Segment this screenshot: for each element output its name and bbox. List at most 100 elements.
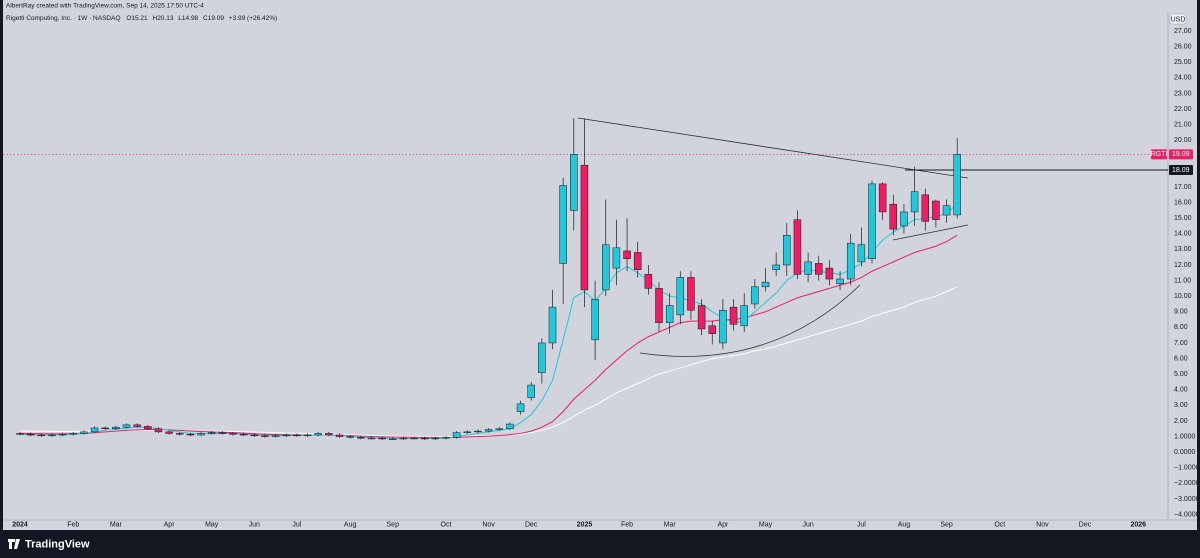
candle-body [719, 309, 727, 344]
y-tick-label: 20.00 [1174, 137, 1192, 144]
y-tick-label: −4.0000 [1174, 511, 1200, 518]
ohlc-low: 14.98 [182, 15, 199, 22]
x-tick-label: Mar [664, 521, 677, 528]
candle-body [271, 435, 280, 437]
x-tick-label: Apr [164, 521, 176, 528]
currency-box[interactable] [1169, 13, 1187, 25]
candle-body [846, 242, 855, 280]
candle-body [836, 278, 844, 284]
candle-body [900, 211, 908, 227]
price-label-symbol-box [1151, 149, 1167, 160]
rounding-arc [639, 284, 861, 357]
x-tick-label: Feb [67, 521, 79, 528]
y-tick-label: 1.0000 [1174, 433, 1196, 440]
candle-body [112, 426, 120, 430]
y-tick-label: 23.00 [1174, 90, 1192, 97]
candle-body [815, 263, 823, 275]
y-tick-label: 7.00 [1174, 340, 1188, 347]
ohlc-prefix: H [152, 15, 157, 22]
candle-body [751, 286, 759, 305]
y-tick-label: 2.00 [1174, 418, 1188, 425]
candle-body [261, 435, 269, 437]
y-tick-label: 21.00 [1174, 121, 1192, 128]
y-tick-label: 8.00 [1174, 324, 1188, 331]
currency[interactable]: USD [1171, 16, 1186, 23]
x-tick-label: Sep [940, 521, 953, 528]
ohlc-prefix: O [126, 15, 131, 22]
candle-body [474, 430, 482, 433]
candle-body [793, 219, 802, 275]
x-tick-label: Feb [621, 521, 633, 528]
candle-body [676, 277, 685, 316]
symbol-title: Rigetti Computing, Inc. · 1W · NASDAQ [6, 15, 121, 22]
y-tick-label: 15.00 [1174, 215, 1192, 222]
price-label: 19.09 [1172, 151, 1190, 158]
trendline-lower [892, 224, 969, 241]
candle-body [868, 183, 876, 259]
candle-body [633, 252, 642, 270]
candle-body [229, 433, 237, 435]
x-tick-label: Dec [1079, 521, 1092, 528]
chart-background [3, 0, 1197, 530]
trendline-upper [577, 117, 969, 179]
drawings [577, 117, 969, 357]
candle-body [878, 183, 887, 213]
y-tick-label: 22.00 [1174, 106, 1192, 113]
x-tick-label: 2026 [1130, 521, 1146, 528]
candle-body [463, 431, 472, 433]
x-tick-label: Nov [482, 521, 495, 528]
x-tick-label: Sep [387, 521, 400, 528]
y-tick-label: −2.0000 [1174, 480, 1200, 487]
candle-body [325, 433, 333, 436]
candle-body [218, 432, 227, 434]
candle-body [580, 164, 589, 291]
candle-body [910, 191, 919, 213]
candle-body [516, 403, 525, 412]
y-tick-label: 16.00 [1174, 199, 1192, 206]
candle-body [58, 433, 67, 436]
candle-body [548, 306, 557, 344]
y-tick-label: 5.00 [1174, 371, 1188, 378]
y-tick-label: −1.0000 [1174, 465, 1200, 472]
candle-body [250, 434, 259, 437]
candle-body [176, 433, 184, 435]
candle-body [452, 432, 461, 438]
x-tick-label: Jun [802, 521, 813, 528]
candle-body [932, 200, 940, 221]
x-tick-label: Aug [898, 521, 911, 528]
y-tick-label: 27.00 [1174, 28, 1192, 35]
candle-body [697, 305, 706, 330]
credit: AlbertRay created with TradingView.com, … [6, 3, 204, 10]
hline-label-box [1169, 164, 1193, 175]
candle-body [623, 250, 631, 259]
candle-body [410, 437, 418, 440]
footer [3, 530, 1197, 558]
ohlc-high: 20.13 [157, 15, 174, 22]
price-label-symbol: RGTI [1151, 151, 1168, 158]
candle-body [90, 427, 99, 433]
candle-body [687, 277, 695, 311]
candle-body [133, 424, 141, 427]
candle-body [378, 437, 386, 440]
y-tick-label: 17.00 [1174, 184, 1192, 191]
candle-body [239, 433, 248, 436]
y-tick-label: −3.0000 [1174, 496, 1200, 503]
y-tick-label: 26.00 [1174, 43, 1192, 50]
x-tick-label: 2024 [12, 521, 28, 528]
brand-logo [8, 539, 20, 549]
legend-line: Rigetti Computing, Inc. · 1W · NASDAQ O 1… [6, 15, 277, 22]
y-tick-label: 4.00 [1174, 387, 1188, 394]
candle-body [772, 264, 780, 270]
candle-body [783, 235, 791, 266]
candle-body [186, 433, 195, 436]
y-tick-label: 6.00 [1174, 355, 1188, 362]
candle-body [442, 437, 450, 439]
y-tick-label: 13.00 [1174, 246, 1192, 253]
candle-body [942, 205, 951, 216]
y-tick-label: 14.00 [1174, 231, 1192, 238]
x-tick-label: Jul [292, 521, 301, 528]
candle-body [335, 434, 344, 437]
ohlc-prefix: L [178, 15, 182, 22]
candle-body [602, 244, 610, 291]
